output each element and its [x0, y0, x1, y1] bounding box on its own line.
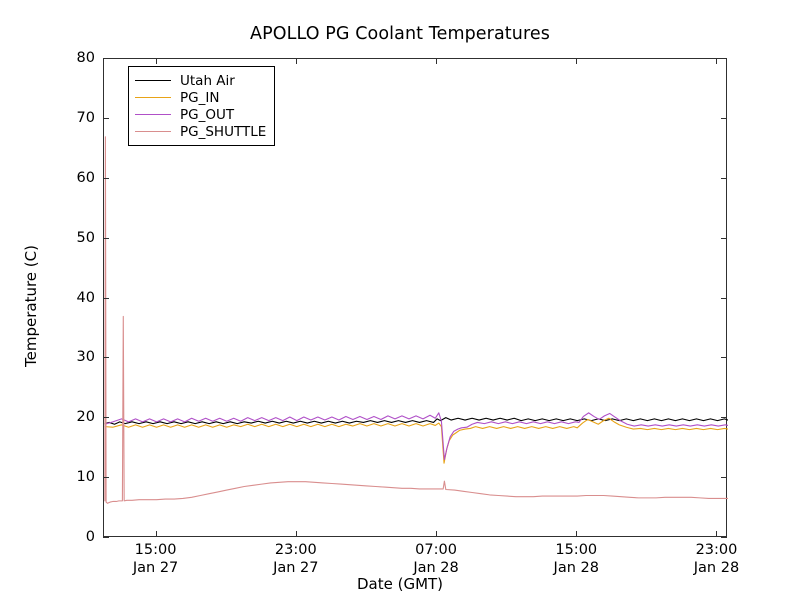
- y-tick-label: 60: [76, 169, 95, 186]
- x-tick-mark: [155, 58, 157, 64]
- y-tick-mark: [721, 117, 727, 119]
- y-tick-mark: [103, 297, 109, 299]
- y-tick-label: 0: [85, 529, 95, 545]
- y-tick-mark: [721, 537, 727, 538]
- x-axis-label: Date (GMT): [356, 575, 444, 593]
- x-tick-label: 15:00 Jan 27: [132, 542, 179, 576]
- legend-label: PG_OUT: [180, 106, 235, 123]
- y-tick-mark: [721, 237, 727, 239]
- y-tick-mark: [721, 477, 727, 479]
- y-tick-label: 30: [76, 349, 95, 366]
- series-line: [104, 136, 728, 504]
- legend-item: Utah Air: [135, 72, 266, 89]
- x-axis-tick-labels: 15:00 Jan 27 23:00 Jan 27 07:00 Jan 28 15:00 Ja…: [0, 541, 800, 585]
- legend-item: PG_IN: [135, 89, 266, 106]
- series-line: [104, 412, 728, 461]
- x-tick-label: 23:00 Jan 27: [273, 542, 319, 576]
- legend-item: PG_SHUTTLE: [135, 123, 266, 140]
- y-axis-tick-labels: 0 10 20 30 40 50 60 70 80: [31, 50, 95, 545]
- y-tick-mark: [103, 117, 109, 119]
- y-tick-mark: [103, 417, 109, 419]
- x-tick-label: 23:00 Jan 28: [693, 542, 740, 576]
- x-tick-label: 15:00 Jan 28: [553, 542, 599, 576]
- x-tick-mark: [716, 531, 718, 537]
- y-tick-label: 20: [76, 409, 95, 426]
- legend-label: PG_SHUTTLE: [180, 123, 267, 140]
- y-tick-label: 40: [76, 289, 95, 306]
- y-tick-label: 80: [76, 50, 95, 66]
- x-tick-mark: [436, 531, 438, 537]
- x-tick-mark: [295, 531, 297, 537]
- legend-label: Utah Air: [180, 72, 235, 89]
- y-tick-mark: [721, 417, 727, 419]
- x-tick-mark: [155, 531, 157, 537]
- y-tick-label: 50: [76, 229, 95, 246]
- x-tick-label: 07:00 Jan 28: [413, 542, 459, 576]
- y-tick-mark: [721, 357, 727, 359]
- legend-color-swatch: [135, 97, 171, 98]
- y-tick-mark: [103, 177, 109, 179]
- y-tick-mark: [721, 297, 727, 299]
- y-tick-mark: [103, 537, 109, 538]
- y-tick-mark: [721, 58, 727, 59]
- series-line: [104, 417, 728, 425]
- legend-color-swatch: [135, 131, 171, 132]
- legend-color-swatch: [135, 114, 171, 115]
- y-tick-label: 10: [76, 469, 95, 486]
- x-tick-mark: [436, 58, 438, 64]
- legend-label: PG_IN: [180, 89, 220, 106]
- x-tick-mark: [576, 58, 578, 64]
- x-tick-mark: [295, 58, 297, 64]
- x-tick-mark: [716, 58, 718, 64]
- y-tick-mark: [103, 357, 109, 359]
- y-tick-mark: [721, 177, 727, 179]
- legend-color-swatch: [135, 80, 171, 81]
- y-tick-mark: [103, 58, 109, 59]
- plot-lines: [104, 136, 728, 504]
- chart-title: APOLLO PG Coolant Temperatures: [250, 24, 550, 44]
- y-tick-mark: [103, 237, 109, 239]
- chart-legend: Utah Air PG_IN PG_OUT PG_SHUTTLE: [128, 66, 276, 146]
- legend-item: PG_OUT: [135, 106, 266, 123]
- series-line: [104, 417, 728, 464]
- x-tick-mark: [576, 531, 578, 537]
- y-tick-mark: [103, 477, 109, 479]
- y-tick-label: 70: [76, 109, 95, 126]
